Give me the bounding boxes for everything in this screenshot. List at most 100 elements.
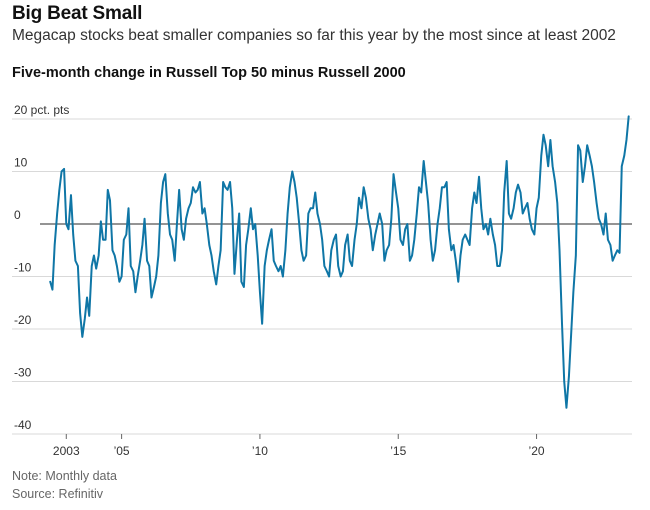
- data-point: [143, 218, 146, 220]
- data-point: [459, 254, 462, 257]
- data-point: [535, 207, 538, 209]
- data-point: [351, 265, 353, 267]
- data-point: [570, 333, 572, 335]
- data-point: [250, 207, 252, 209]
- data-point: [174, 260, 176, 262]
- data-point: [441, 186, 443, 188]
- data-point: [469, 244, 471, 246]
- data-point: [602, 233, 605, 236]
- data-point: [584, 165, 586, 167]
- x-axis-ticks: 2003 ’05 ’10 ’15 ’20: [53, 434, 545, 458]
- data-point: [215, 283, 217, 285]
- data-point: [552, 165, 554, 167]
- data-point: [591, 165, 593, 167]
- data-point: [358, 197, 360, 199]
- data-point: [328, 275, 330, 278]
- data-point: [305, 254, 307, 257]
- data-point: [231, 207, 233, 209]
- data-point: [494, 244, 496, 246]
- data-point: [197, 189, 199, 191]
- data-point: [157, 254, 159, 257]
- data-point: [612, 260, 614, 262]
- data-point: [146, 260, 148, 262]
- data-point: [607, 239, 609, 241]
- data-point: [515, 191, 517, 194]
- data-point: [452, 244, 455, 246]
- data-point: [319, 223, 321, 225]
- x-tick-label: 2003: [53, 444, 80, 458]
- data-point: [600, 223, 602, 225]
- data-point: [286, 212, 289, 215]
- data-point: [273, 260, 275, 262]
- data-point: [554, 181, 556, 183]
- data-point: [72, 233, 74, 236]
- data-point: [277, 270, 280, 272]
- data-point: [496, 265, 498, 267]
- data-point: [58, 189, 60, 191]
- data-point: [427, 202, 429, 204]
- data-point: [621, 165, 623, 167]
- data-point: [132, 270, 134, 272]
- data-point: [321, 239, 323, 241]
- data-point: [430, 239, 432, 241]
- data-point: [395, 191, 397, 194]
- data-point: [340, 275, 342, 278]
- data-point: [383, 260, 386, 262]
- data-point: [257, 254, 259, 257]
- data-point: [605, 212, 607, 215]
- data-point: [141, 244, 143, 246]
- y-tick-label: 10: [14, 156, 28, 170]
- data-point: [529, 218, 531, 220]
- data-point: [533, 233, 535, 236]
- data-point: [183, 239, 185, 241]
- data-point: [224, 186, 226, 188]
- data-point: [618, 252, 621, 254]
- data-point: [114, 254, 116, 257]
- data-point: [404, 228, 406, 230]
- data-point: [222, 181, 224, 183]
- data-point: [353, 239, 356, 241]
- series-line: [49, 115, 630, 409]
- data-point: [413, 239, 415, 241]
- data-point: [464, 233, 466, 236]
- data-point: [349, 260, 351, 262]
- data-point: [240, 281, 242, 283]
- data-point: [372, 249, 374, 251]
- data-point: [307, 212, 309, 215]
- data-point: [167, 212, 169, 215]
- data-point: [95, 268, 97, 270]
- y-axis-tick-labels: 20 pct. pts 10 0 -10 -20 -30 -40: [14, 103, 69, 432]
- data-point: [49, 281, 51, 283]
- data-point: [628, 115, 630, 117]
- data-point: [118, 281, 120, 283]
- data-point: [217, 265, 220, 267]
- data-point: [625, 139, 628, 141]
- data-point: [365, 197, 367, 199]
- data-point: [178, 189, 180, 191]
- data-point: [74, 260, 77, 262]
- data-point: [213, 270, 215, 272]
- data-point: [344, 244, 346, 246]
- grid-lines: [12, 118, 632, 435]
- data-point: [236, 239, 238, 241]
- data-point: [517, 184, 519, 186]
- data-point: [406, 223, 408, 225]
- data-point: [593, 181, 595, 183]
- data-point: [181, 228, 183, 230]
- data-point: [492, 233, 494, 236]
- data-point: [436, 223, 439, 225]
- data-point: [245, 244, 247, 246]
- data-point: [162, 181, 164, 183]
- data-point: [397, 207, 399, 209]
- data-point: [296, 197, 298, 199]
- data-point: [531, 228, 533, 230]
- data-point: [238, 212, 240, 215]
- data-point: [369, 228, 372, 230]
- data-point: [363, 186, 365, 188]
- data-point: [379, 212, 381, 215]
- data-point: [326, 270, 328, 272]
- data-point: [171, 239, 173, 241]
- data-point: [446, 181, 448, 183]
- data-point: [150, 296, 153, 299]
- data-point: [549, 139, 551, 141]
